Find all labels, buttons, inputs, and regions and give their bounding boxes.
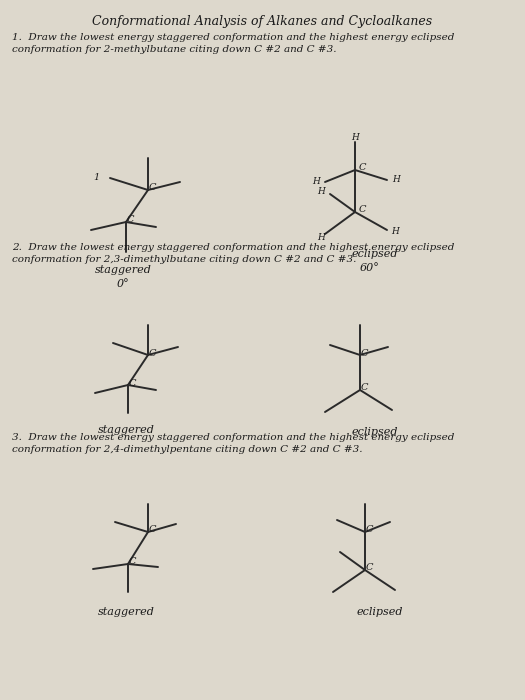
Text: C: C [365, 526, 373, 535]
Text: staggered: staggered [98, 425, 154, 435]
Text: 3.  Draw the lowest energy staggered conformation and the highest energy eclipse: 3. Draw the lowest energy staggered conf… [12, 433, 454, 454]
Text: eclipsed: eclipsed [352, 427, 398, 437]
Text: staggered: staggered [94, 265, 151, 275]
Text: Conformational Analysis of Alkanes and Cycloalkanes: Conformational Analysis of Alkanes and C… [92, 15, 432, 28]
Text: C: C [365, 564, 373, 573]
Text: staggered: staggered [98, 607, 154, 617]
Text: H: H [351, 134, 359, 143]
Text: H: H [317, 188, 325, 197]
Text: C: C [148, 526, 156, 535]
Text: H: H [317, 234, 325, 242]
Text: 60°: 60° [360, 263, 380, 273]
Text: C: C [360, 384, 368, 393]
Text: C: C [148, 349, 156, 358]
Text: 2.  Draw the lowest energy staggered conformation and the highest energy eclipse: 2. Draw the lowest energy staggered conf… [12, 243, 454, 265]
Text: 0°: 0° [117, 279, 129, 289]
Text: C: C [126, 216, 134, 225]
Text: C: C [360, 349, 368, 358]
Text: C: C [359, 164, 366, 172]
Text: H: H [391, 228, 399, 237]
Text: C: C [359, 206, 366, 214]
Text: C: C [148, 183, 156, 192]
Text: eclipsed: eclipsed [357, 607, 403, 617]
Text: 1.  Draw the lowest energy staggered conformation and the highest energy eclipse: 1. Draw the lowest energy staggered conf… [12, 33, 454, 55]
Text: 1: 1 [93, 174, 99, 183]
Text: C: C [128, 557, 136, 566]
Text: C: C [128, 379, 136, 388]
Text: H: H [392, 176, 400, 185]
Text: eclipsed: eclipsed [352, 249, 398, 259]
Text: H: H [312, 178, 320, 186]
